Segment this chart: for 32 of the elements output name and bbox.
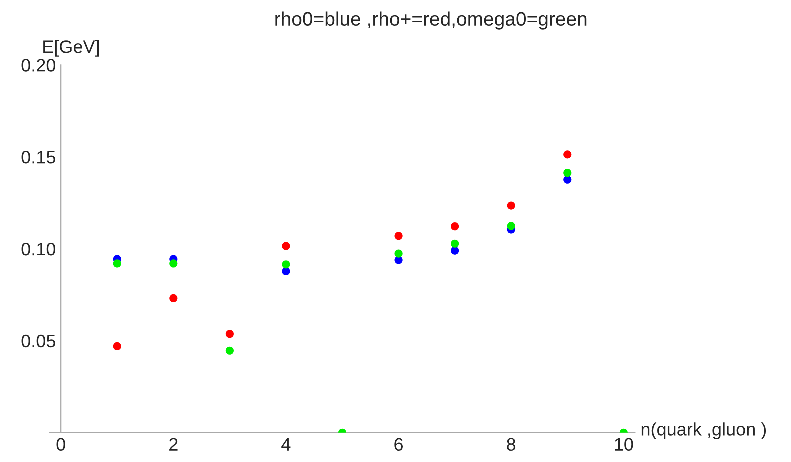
point <box>564 150 572 159</box>
point <box>451 240 460 248</box>
point <box>113 260 122 268</box>
chart-title: rho0=blue ,rho+=red,omega0=green <box>276 12 587 30</box>
x-tick-label: 6 <box>394 438 404 452</box>
y-axis-title: E[GeV] <box>44 40 100 57</box>
point <box>564 169 572 178</box>
point <box>170 260 178 268</box>
point <box>113 342 122 351</box>
point <box>507 222 516 230</box>
point <box>282 267 290 276</box>
x-tick-label: 4 <box>282 438 291 451</box>
point <box>507 202 516 210</box>
point <box>451 222 460 231</box>
point <box>394 250 403 258</box>
point <box>451 246 460 255</box>
y-tick-label: 0.05 <box>22 334 56 348</box>
y-tick-label: 0.10 <box>22 242 56 256</box>
x-tick-label: 8 <box>507 438 516 452</box>
y-tick-label: 0.20 <box>22 59 56 72</box>
x-tick-label: 2 <box>170 438 178 451</box>
point <box>170 294 178 303</box>
x-tick-label: 0 <box>56 438 66 452</box>
point <box>282 260 290 269</box>
point <box>226 330 234 338</box>
point <box>564 176 572 184</box>
point <box>394 232 403 240</box>
point <box>226 346 234 355</box>
x-tick-label: 10 <box>615 438 634 452</box>
x-axis-title: n(quark ,gluon ) <box>642 422 766 440</box>
point <box>282 242 290 250</box>
y-tick-label: 0.15 <box>22 151 56 164</box>
